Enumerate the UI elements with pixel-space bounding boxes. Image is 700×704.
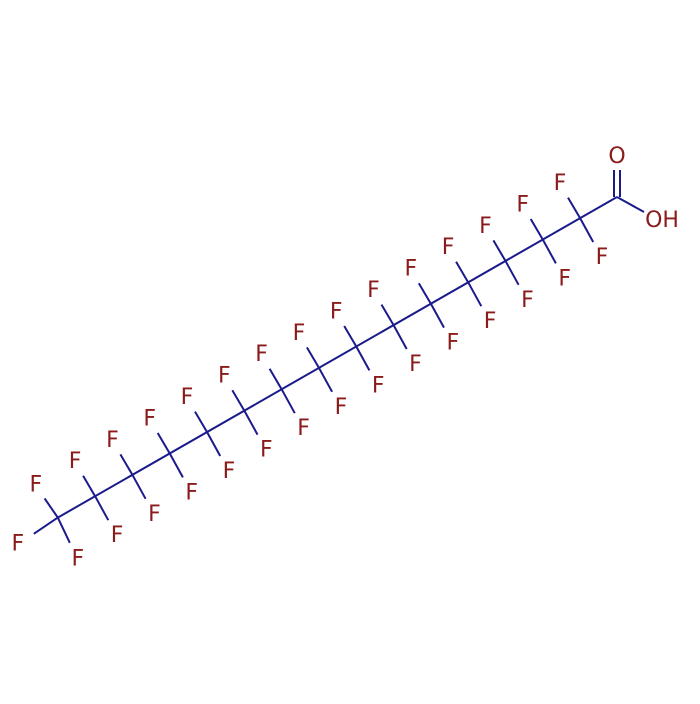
atom-label: F [111, 523, 124, 548]
atom-label: F [446, 331, 459, 356]
atom-label: F [335, 395, 348, 420]
bond [194, 411, 208, 433]
atom-label: F [558, 266, 571, 291]
bond [168, 452, 184, 478]
atom-label: F [181, 385, 194, 410]
bond [156, 432, 171, 454]
bond [616, 196, 645, 213]
atom-label: O [608, 144, 625, 169]
atom-label: F [521, 288, 534, 313]
atom-label: F [71, 547, 84, 572]
bond [492, 239, 507, 262]
atom-label: F [479, 214, 492, 239]
bond [57, 196, 618, 519]
bond [380, 304, 395, 326]
bond [417, 282, 432, 305]
bond [94, 495, 110, 521]
atom-label: F [297, 416, 310, 441]
atom-label: F [330, 299, 343, 324]
atom-label: F [596, 245, 609, 270]
bond [82, 475, 96, 497]
atom-label: F [516, 192, 529, 217]
bond [567, 197, 581, 219]
atom-label: F [148, 502, 161, 527]
bond [392, 324, 408, 350]
bond [541, 238, 557, 264]
bond [280, 388, 296, 414]
atom-label: F [260, 438, 273, 463]
atom-label: F [554, 171, 567, 196]
bond [343, 325, 358, 347]
bond [529, 218, 544, 240]
bond [231, 389, 246, 412]
bond [43, 497, 59, 519]
bond [306, 346, 320, 369]
bond [268, 368, 283, 390]
bond [56, 517, 71, 544]
bond [131, 474, 147, 500]
bond [467, 281, 483, 307]
atom-label: F [29, 473, 42, 498]
bond [33, 516, 59, 535]
atom-label: F [372, 373, 385, 398]
atom-label: F [442, 235, 455, 260]
bond [243, 410, 259, 436]
atom-label: F [185, 480, 198, 505]
atom-label: F [223, 459, 236, 484]
atom-label: F [293, 321, 306, 346]
bond [119, 453, 134, 476]
atom-label: F [484, 309, 497, 334]
atom-label: OH [645, 208, 679, 233]
bond [579, 217, 595, 243]
atom-label: F [143, 406, 156, 431]
atom-label: F [218, 364, 231, 389]
bond [455, 261, 469, 283]
atom-label: F [409, 352, 422, 377]
bond [504, 260, 520, 286]
bond [355, 345, 371, 371]
atom-label: F [404, 257, 417, 282]
atom-label: F [11, 532, 24, 557]
atom-label: F [255, 342, 268, 367]
bond [318, 367, 333, 393]
bond [429, 303, 445, 329]
bond [206, 431, 222, 457]
atom-label: F [69, 449, 82, 474]
atom-label: F [367, 278, 380, 303]
atom-label: F [106, 428, 119, 453]
